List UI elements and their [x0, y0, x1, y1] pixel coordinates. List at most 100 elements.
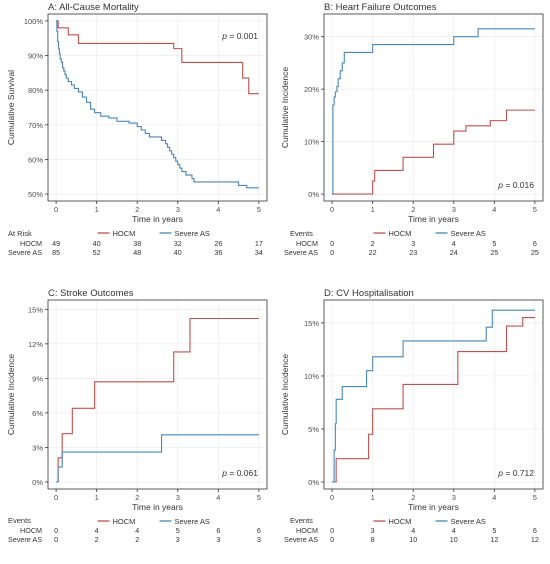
- panel-d-legend-label: HOCM: [389, 517, 412, 526]
- panel-b-x-tick-label: 1: [371, 205, 375, 214]
- panel-a-table-cell: 26: [214, 239, 222, 248]
- panel-c-y-tick-label: 12%: [28, 340, 43, 349]
- panel-d-y-tick-label: 10%: [304, 372, 319, 381]
- panel-b-legend-label: Severe AS: [451, 229, 486, 238]
- panel-c-x-axis-title: Time in years: [132, 502, 183, 512]
- panel-a-table-cell: 17: [255, 239, 263, 248]
- panel-a-y-tick-label: 100%: [24, 17, 44, 26]
- panel-b-plot-border: [323, 13, 544, 202]
- panel-d-p-value: p = 0.712: [497, 468, 534, 478]
- panel-d-x-tick-label: 3: [452, 493, 456, 502]
- panel-a-p-symbol: p: [221, 31, 227, 41]
- panel-a-x-tick-label: 2: [135, 205, 139, 214]
- panel-c-y-tick-label: 9%: [32, 374, 43, 383]
- panel-c-plot-border: [47, 299, 268, 490]
- panel-a-y-tick-label: 90%: [28, 52, 43, 61]
- panel-b-table-cell: 23: [409, 248, 417, 257]
- panel-d-x-tick-label: 0: [330, 493, 334, 502]
- panel-b-title: B: Heart Failure Outcomes: [324, 2, 437, 13]
- panel-b-x-tick-label: 3: [452, 205, 456, 214]
- panel-c-y-axis-title: Cumulative Incidence: [6, 354, 16, 436]
- panel-a-x-tick-label: 4: [216, 205, 220, 214]
- panel-b-table-cell: 2: [371, 239, 375, 248]
- panel-a-table-cell: 40: [174, 248, 182, 257]
- panel-b-table-cell: 5: [492, 239, 496, 248]
- panel-d-table-cell: 5: [492, 526, 496, 535]
- panel-d-table-heading: Events: [290, 516, 313, 525]
- panel-a-y-tick-label: 50%: [28, 190, 43, 199]
- panel-c-series-hocm: [56, 317, 259, 483]
- panel-c-table-cell: 0: [54, 535, 58, 544]
- panel-d-table-cell: 8: [371, 535, 375, 544]
- panel-b-p-value: p = 0.016: [497, 180, 534, 190]
- panel-a-legend-label: Severe AS: [175, 229, 210, 238]
- panel-d-table-cell: 0: [330, 526, 334, 535]
- panel-d-y-tick-label: 5%: [308, 425, 319, 434]
- panel-d-plot-border: [323, 299, 544, 490]
- panel-c-y-tick-label: 6%: [32, 409, 43, 418]
- panel-c-p-number: = 0.061: [227, 468, 258, 478]
- panel-c-x-tick-label: 2: [135, 493, 139, 502]
- panel-d-x-axis-title: Time in years: [408, 502, 459, 512]
- panel-b-y-tick-label: 20%: [304, 85, 319, 94]
- panel-d-table-cell: 12: [531, 535, 539, 544]
- panel-d-x-tick-label: 4: [492, 493, 496, 502]
- panel-c-table-cell: 3: [257, 535, 261, 544]
- panel-c-legend-label: HOCM: [113, 517, 136, 526]
- panel-b-table-cell: 25: [531, 248, 539, 257]
- panel-c-table-cell: 5: [176, 526, 180, 535]
- panel-c-x-tick-label: 1: [95, 493, 99, 502]
- panel-d-y-tick-label: 0%: [308, 478, 319, 487]
- panel-a-table-cell: 40: [93, 239, 101, 248]
- panel-a-x-tick-label: 5: [257, 205, 261, 214]
- panel-c-series-severe-as: [56, 434, 259, 483]
- panel-d-table-cell: 3: [371, 526, 375, 535]
- panel-a-series-hocm: [56, 20, 259, 95]
- panel-d-series-hocm: [332, 317, 535, 483]
- panel-a-table-cell: 48: [133, 248, 141, 257]
- panel-c-y-tick-label: 0%: [32, 478, 43, 487]
- panel-a-title: A: All-Cause Mortality: [48, 2, 139, 13]
- panel-c-table-row-label: Severe AS: [8, 535, 42, 544]
- panel-d-table-cell: 10: [450, 535, 458, 544]
- panel-a-plot-border: [47, 13, 268, 202]
- panel-a-x-tick-label: 3: [176, 205, 180, 214]
- panel-a-p-value: p = 0.001: [221, 31, 258, 41]
- panel-b-x-axis-title: Time in years: [408, 214, 459, 224]
- panel-b-table-cell: 0: [330, 239, 334, 248]
- panel-a-y-axis-title: Cumulative Survival: [6, 70, 16, 145]
- panel-d-x-tick-label: 1: [371, 493, 375, 502]
- panel-c-p-symbol: p: [221, 468, 227, 478]
- panel-a-y-tick-label: 80%: [28, 86, 43, 95]
- panel-d-table-row-label: HOCM: [296, 526, 318, 535]
- panel-a-series-severe-as: [56, 20, 259, 189]
- panel-d-title: D: CV Hospitalisation: [324, 288, 414, 299]
- panel-a-table-row-label: Severe AS: [8, 248, 42, 257]
- panel-b-table-cell: 3: [411, 239, 415, 248]
- panel-a-x-axis-title: Time in years: [132, 214, 183, 224]
- panel-d-series-severe-as: [332, 309, 535, 483]
- panel-d-p-symbol: p: [497, 468, 503, 478]
- panel-c-y-tick-label: 15%: [28, 305, 43, 314]
- panel-d-table-cell: 10: [409, 535, 417, 544]
- panel-a-y-tick-label: 70%: [28, 121, 43, 130]
- panel-c-table-row-label: HOCM: [20, 526, 42, 535]
- panel-b-series-severe-as: [332, 28, 535, 195]
- panel-d-p-number: = 0.712: [503, 468, 534, 478]
- panel-c-legend-label: Severe AS: [175, 517, 210, 526]
- panel-d-table-cell: 12: [490, 535, 498, 544]
- panel-c-table-heading: Events: [8, 516, 31, 525]
- panel-a-table-cell: 38: [133, 239, 141, 248]
- panel-b-table-cell: 24: [450, 248, 458, 257]
- panel-b-table-row-label: HOCM: [296, 239, 318, 248]
- panel-a-x-tick-label: 0: [54, 205, 58, 214]
- panel-a-x-tick-label: 1: [95, 205, 99, 214]
- panel-a-table-heading: At Risk: [8, 229, 32, 238]
- panel-a-legend-label: HOCM: [113, 229, 136, 238]
- panel-d-x-tick-label: 5: [533, 493, 537, 502]
- panel-b-p-symbol: p: [497, 180, 503, 190]
- panel-c-x-tick-label: 5: [257, 493, 261, 502]
- panel-d-table-cell: 6: [533, 526, 537, 535]
